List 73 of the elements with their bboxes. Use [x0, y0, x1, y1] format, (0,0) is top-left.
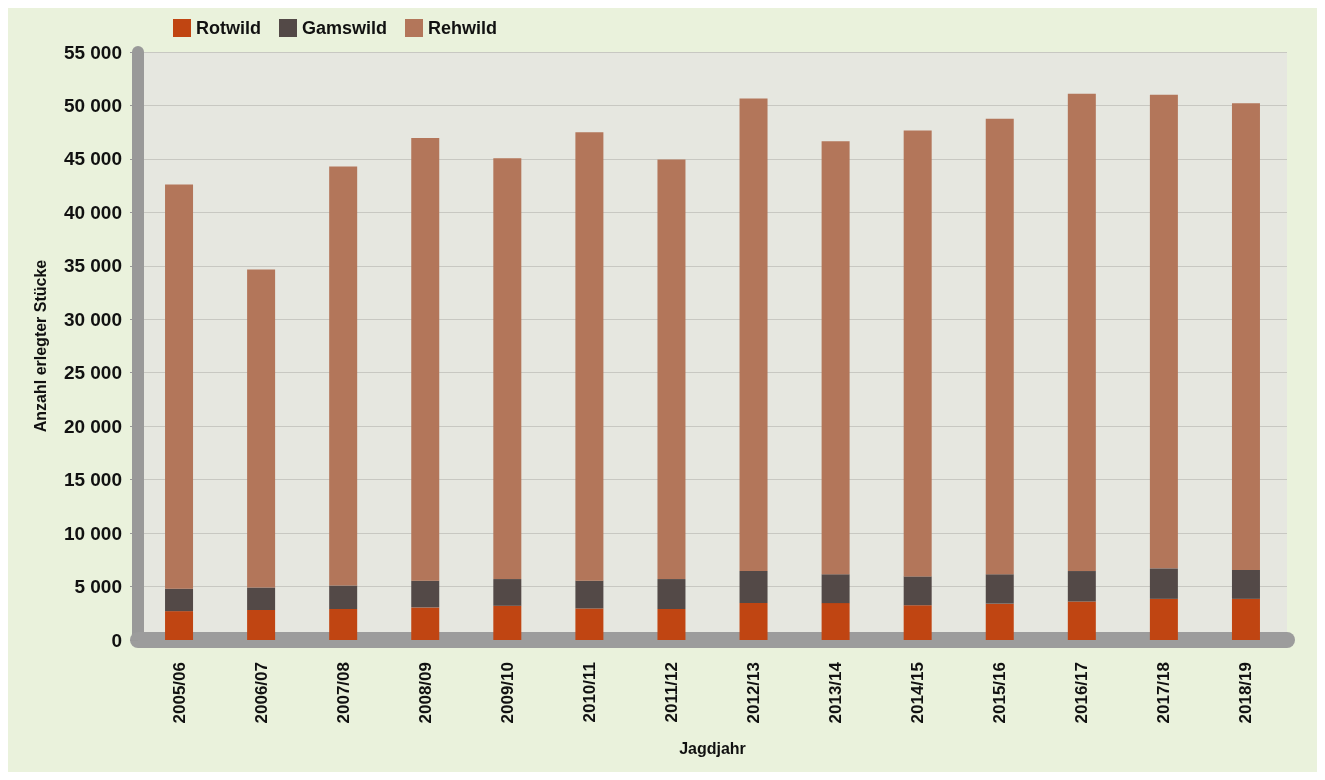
y-tick-label: 35 000: [63, 255, 122, 277]
bar: [575, 608, 604, 640]
bar: [493, 605, 522, 640]
x-tick-label: 2012/13: [744, 662, 764, 724]
x-tick-label: 2015/16: [990, 662, 1010, 724]
x-tick-label: 2007/08: [333, 662, 353, 724]
legend-label: Rotwild: [196, 18, 261, 38]
x-tick-label: 2014/15: [908, 662, 928, 724]
bar: [247, 587, 276, 611]
bar: [411, 607, 440, 640]
bar: [329, 585, 358, 609]
bar: [1149, 568, 1178, 599]
x-tick-label: 2005/06: [169, 662, 189, 724]
bar: [985, 603, 1014, 640]
bar: [165, 611, 194, 640]
y-tick-label: 15 000: [63, 469, 122, 491]
bar: [493, 579, 522, 606]
bar: [1149, 598, 1178, 640]
bar: [1231, 103, 1260, 570]
x-tick-label: 2013/14: [826, 661, 846, 724]
bar: [657, 609, 686, 640]
x-tick-label: 2016/17: [1072, 662, 1092, 724]
legend-label: Rehwild: [428, 18, 498, 38]
y-tick-label: 5 000: [74, 576, 122, 598]
bar: [411, 580, 440, 608]
y-tick-label: 55 000: [63, 41, 122, 63]
bar: [739, 98, 768, 572]
x-tick-label: 2018/19: [1236, 662, 1256, 724]
bar: [657, 579, 686, 609]
y-tick-label: 45 000: [63, 148, 122, 170]
bar: [329, 166, 358, 586]
bar: [903, 605, 932, 640]
x-tick-label: 2011/12: [661, 662, 681, 723]
bar: [247, 269, 276, 588]
bar: [657, 159, 686, 580]
x-tick-label: 2010/11: [579, 662, 599, 723]
bar: [821, 141, 850, 575]
bar: [821, 603, 850, 640]
bar: [411, 138, 440, 581]
bar: [739, 603, 768, 640]
y-tick-label: 30 000: [63, 308, 122, 330]
x-tick-label: 2009/10: [497, 662, 517, 724]
y-tick-label: 10 000: [63, 522, 122, 544]
bar: [1067, 571, 1096, 602]
bar: [247, 610, 276, 640]
y-tick-label: 25 000: [63, 362, 122, 384]
x-tick-label: 2017/18: [1154, 662, 1174, 724]
bar: [329, 609, 358, 640]
bar: [821, 574, 850, 604]
y-tick-label: 20 000: [63, 415, 122, 437]
bar: [575, 132, 604, 581]
bar: [985, 118, 1014, 575]
bar: [165, 184, 194, 589]
y-tick-label: 50 000: [63, 94, 122, 116]
bar: [575, 580, 604, 609]
bar: [739, 571, 768, 604]
bar: [1149, 94, 1178, 569]
bar: [1067, 601, 1096, 640]
y-axis-title: Anzahl erlegter Stücke: [31, 259, 49, 433]
bar: [985, 574, 1014, 604]
bar: [1231, 598, 1260, 640]
bar: [903, 576, 932, 606]
y-tick-label: 40 000: [63, 201, 122, 223]
x-tick-label: 2008/09: [415, 662, 435, 724]
bar: [1231, 569, 1260, 599]
bar: [493, 158, 522, 580]
legend-label: Gamswild: [301, 18, 388, 38]
y-tick-label: 0: [111, 629, 122, 651]
x-axis-title: Jagdjahr: [679, 739, 746, 757]
x-tick-label: 2006/07: [251, 662, 271, 724]
bar: [165, 588, 194, 612]
bar: [903, 130, 932, 577]
bar: [1067, 93, 1096, 572]
